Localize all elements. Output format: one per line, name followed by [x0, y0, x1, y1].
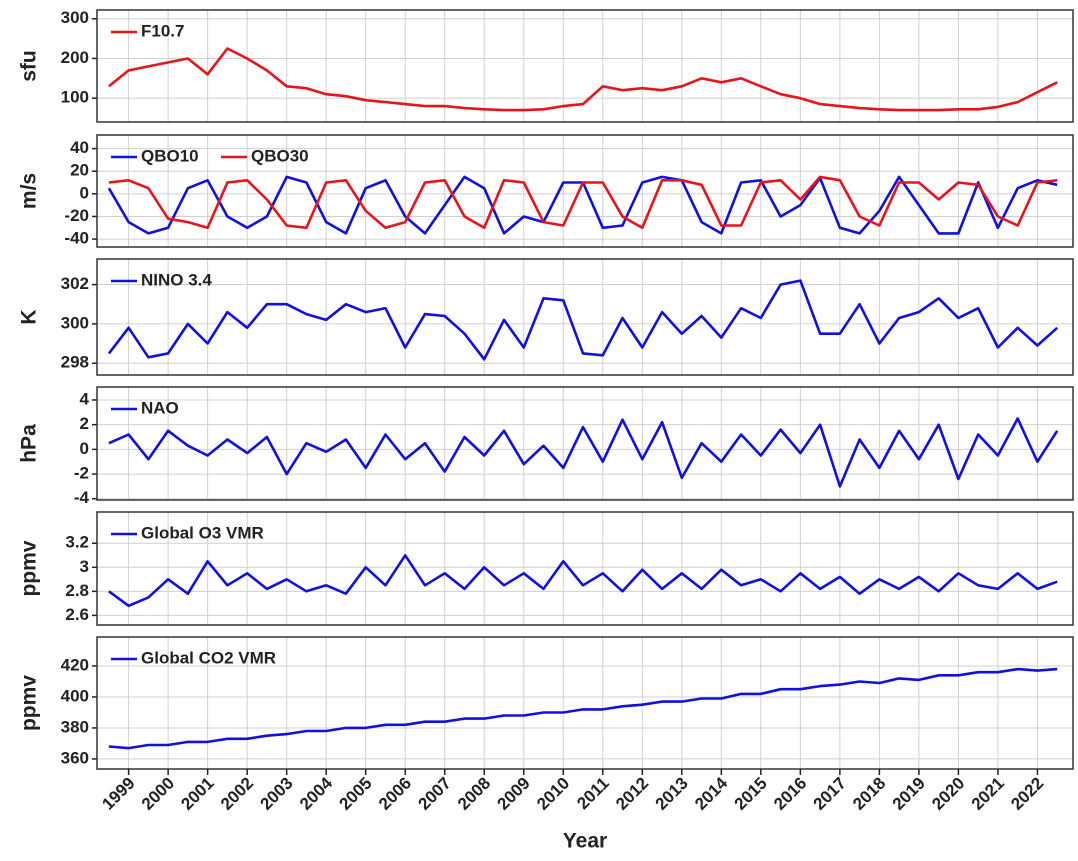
y-tick-label: 420	[61, 655, 89, 674]
x-tick-label: 2007	[415, 774, 455, 814]
series-line	[108, 175, 1058, 230]
x-tick-label: 2015	[731, 774, 771, 814]
x-tick-label: 2016	[770, 774, 810, 814]
series-line	[107, 279, 1059, 361]
series-line	[108, 554, 1058, 608]
y-tick-label: 2.6	[65, 605, 89, 624]
y-tick-label: 3	[80, 557, 89, 576]
x-tick-label: 2021	[968, 774, 1008, 814]
legend-label: QBO30	[251, 146, 309, 165]
x-tick-label: 2002	[217, 774, 257, 814]
x-tick-label: 2003	[256, 774, 296, 814]
x-tick-label: 2019	[889, 774, 929, 814]
plot-frame	[96, 134, 1074, 248]
plot-frame	[96, 386, 1074, 501]
y-tick-label: 298	[61, 353, 89, 372]
y-axis-label: ppmv	[18, 540, 41, 596]
y-tick-label: 40	[70, 138, 89, 157]
x-tick-label: 2008	[454, 774, 494, 814]
y-axis-label: K	[18, 309, 41, 324]
series-line	[108, 667, 1058, 750]
x-tick-label: 2017	[810, 774, 850, 814]
y-tick-label: 100	[61, 88, 89, 107]
x-tick-label: 2005	[336, 774, 376, 814]
y-tick-label: 300	[61, 313, 89, 332]
x-tick-label: 2020	[928, 774, 968, 814]
x-tick-label: 2009	[494, 774, 534, 814]
x-tick-label: 2010	[533, 774, 573, 814]
legend-label: Global O3 VMR	[141, 523, 264, 542]
y-tick-label: -20	[64, 206, 89, 225]
y-tick-label: 20	[70, 161, 89, 180]
legend-label: Global CO2 VMR	[141, 648, 276, 667]
series-line	[108, 47, 1058, 112]
y-tick-label: 4	[80, 389, 90, 408]
x-tick-label: 2000	[138, 774, 178, 814]
y-tick-label: 400	[61, 686, 89, 705]
y-axis-label: hPa	[18, 424, 41, 463]
plot-frame	[96, 511, 1074, 626]
y-tick-label: 302	[61, 274, 89, 293]
y-tick-label: 2.8	[65, 581, 89, 600]
y-tick-label: 3.2	[65, 533, 89, 552]
x-tick-label: 2004	[296, 773, 337, 814]
x-tick-label: 2022	[1007, 774, 1047, 814]
series-line	[108, 417, 1059, 488]
legend-label: NAO	[141, 398, 179, 417]
y-tick-label: 360	[61, 748, 89, 767]
y-tick-label: -40	[64, 229, 89, 248]
x-tick-label: 2014	[691, 773, 732, 814]
x-tick-label: 2011	[573, 774, 613, 814]
legend-label: F10.7	[141, 21, 184, 40]
plot-frame	[96, 636, 1074, 770]
y-tick-label: -2	[74, 464, 89, 483]
plot-frame	[96, 258, 1074, 376]
y-tick-label: 380	[61, 717, 89, 736]
y-axis-label: ppmv	[18, 675, 41, 731]
y-tick-label: 300	[61, 8, 89, 27]
y-tick-label: 200	[61, 48, 89, 67]
y-tick-label: 2	[80, 414, 89, 433]
x-tick-label: 2001	[177, 774, 217, 814]
x-axis-label: Year	[563, 830, 607, 853]
y-axis-label: sfu	[18, 50, 41, 82]
y-tick-label: -4	[74, 488, 90, 507]
y-tick-label: 0	[80, 183, 89, 202]
legend-label: QBO10	[141, 146, 199, 165]
y-tick-label: 0	[80, 439, 89, 458]
legend-label: NINO 3.4	[141, 270, 212, 289]
x-tick-label: 2013	[652, 774, 692, 814]
y-axis-label: m/s	[18, 173, 41, 209]
x-tick-label: 2012	[612, 774, 652, 814]
plot-frame	[96, 9, 1074, 123]
x-tick-label: 1999	[98, 774, 138, 814]
x-tick-label: 2018	[849, 774, 889, 814]
x-tick-label: 2006	[375, 774, 415, 814]
